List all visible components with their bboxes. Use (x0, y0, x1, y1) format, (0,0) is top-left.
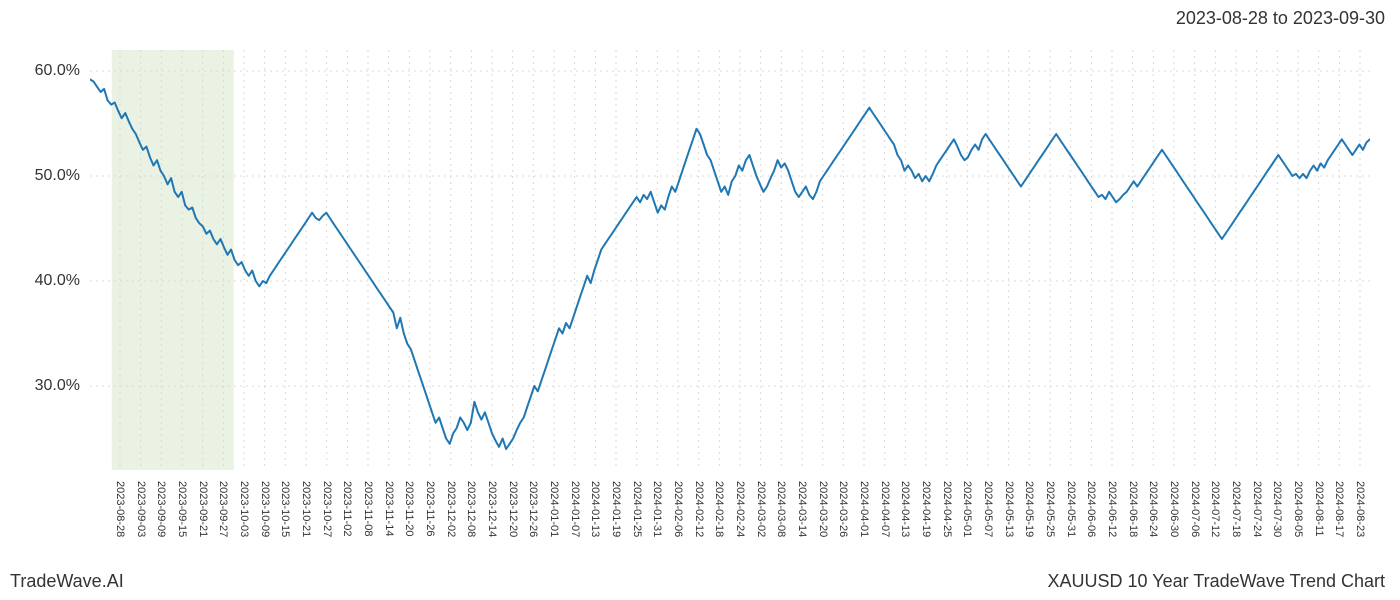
x-tick-label: 2023-11-14 (383, 481, 395, 536)
x-tick-label: 2023-10-21 (300, 481, 312, 537)
line-chart-svg (90, 45, 1370, 475)
x-tick-label: 2024-05-31 (1065, 481, 1077, 537)
x-tick-label: 2024-05-07 (982, 481, 994, 537)
x-tick-label: 2024-03-20 (817, 481, 829, 537)
x-tick-label: 2023-11-02 (341, 481, 353, 536)
x-tick-label: 2024-01-31 (651, 481, 663, 537)
x-tick-label: 2023-09-09 (155, 481, 167, 537)
x-tick-label: 2024-04-19 (920, 481, 932, 537)
x-tick-label: 2024-03-02 (755, 481, 767, 537)
x-tick-label: 2024-01-13 (589, 481, 601, 537)
x-tick-label: 2023-10-09 (259, 481, 271, 537)
date-range-header: 2023-08-28 to 2023-09-30 (1176, 8, 1385, 29)
x-tick-label: 2024-04-25 (941, 481, 953, 537)
chart-area: 30.0%40.0%50.0%60.0% 2023-08-282023-09-0… (90, 45, 1370, 475)
x-tick-label: 2024-05-25 (1044, 481, 1056, 537)
x-tick-label: 2024-02-18 (713, 481, 725, 537)
x-tick-label: 2024-04-13 (899, 481, 911, 537)
x-tick-label: 2024-02-12 (693, 481, 705, 537)
x-tick-label: 2024-05-13 (1003, 481, 1015, 537)
x-tick-label: 2023-08-28 (114, 481, 126, 537)
y-tick-label: 60.0% (35, 62, 80, 80)
x-tick-label: 2024-01-01 (548, 481, 560, 537)
x-tick-label: 2023-09-27 (217, 481, 229, 537)
x-tick-label: 2023-10-27 (321, 481, 333, 537)
y-tick-label: 40.0% (35, 272, 80, 290)
x-tick-label: 2024-07-18 (1230, 481, 1242, 537)
x-tick-label: 2024-02-24 (734, 481, 746, 537)
x-tick-label: 2024-08-17 (1333, 481, 1345, 537)
x-tick-label: 2023-09-03 (135, 481, 147, 537)
x-tick-label: 2024-06-24 (1147, 481, 1159, 537)
x-tick-label: 2023-12-14 (486, 481, 498, 537)
x-tick-label: 2024-03-26 (837, 481, 849, 537)
x-tick-label: 2023-09-15 (176, 481, 188, 537)
x-tick-label: 2024-07-12 (1209, 481, 1221, 537)
x-tick-label: 2024-06-30 (1168, 481, 1180, 537)
x-tick-label: 2024-05-19 (1023, 481, 1035, 537)
x-tick-label: 2024-04-01 (858, 481, 870, 537)
x-tick-label: 2023-12-26 (527, 481, 539, 537)
x-tick-label: 2023-10-15 (279, 481, 291, 537)
x-tick-label: 2024-02-06 (672, 481, 684, 537)
x-tick-label: 2024-07-30 (1271, 481, 1283, 537)
x-tick-label: 2024-07-24 (1251, 481, 1263, 537)
x-tick-label: 2024-08-05 (1292, 481, 1304, 537)
x-tick-label: 2023-11-26 (424, 481, 436, 536)
x-tick-label: 2024-06-18 (1127, 481, 1139, 537)
y-tick-label: 50.0% (35, 167, 80, 185)
brand-label: TradeWave.AI (10, 571, 124, 592)
x-tick-label: 2023-11-08 (362, 481, 374, 536)
x-tick-label: 2023-09-21 (197, 481, 209, 537)
x-tick-label: 2024-06-12 (1106, 481, 1118, 537)
x-tick-label: 2024-08-11 (1313, 481, 1325, 536)
x-tick-label: 2023-12-02 (445, 481, 457, 537)
x-tick-label: 2024-08-23 (1354, 481, 1366, 537)
x-tick-label: 2024-01-25 (631, 481, 643, 537)
x-tick-label: 2024-01-07 (569, 481, 581, 537)
y-tick-label: 30.0% (35, 377, 80, 395)
x-tick-label: 2023-11-20 (403, 481, 415, 536)
x-tick-label: 2024-07-06 (1189, 481, 1201, 537)
x-tick-label: 2023-10-03 (238, 481, 250, 537)
chart-title: XAUUSD 10 Year TradeWave Trend Chart (1048, 571, 1386, 592)
x-tick-label: 2024-06-06 (1085, 481, 1097, 537)
x-tick-label: 2024-05-01 (961, 481, 973, 537)
x-tick-label: 2023-12-20 (507, 481, 519, 537)
x-tick-label: 2024-04-07 (879, 481, 891, 537)
x-tick-label: 2024-03-08 (775, 481, 787, 537)
x-tick-label: 2024-03-14 (796, 481, 808, 537)
x-tick-label: 2023-12-08 (465, 481, 477, 537)
x-tick-label: 2024-01-19 (610, 481, 622, 537)
